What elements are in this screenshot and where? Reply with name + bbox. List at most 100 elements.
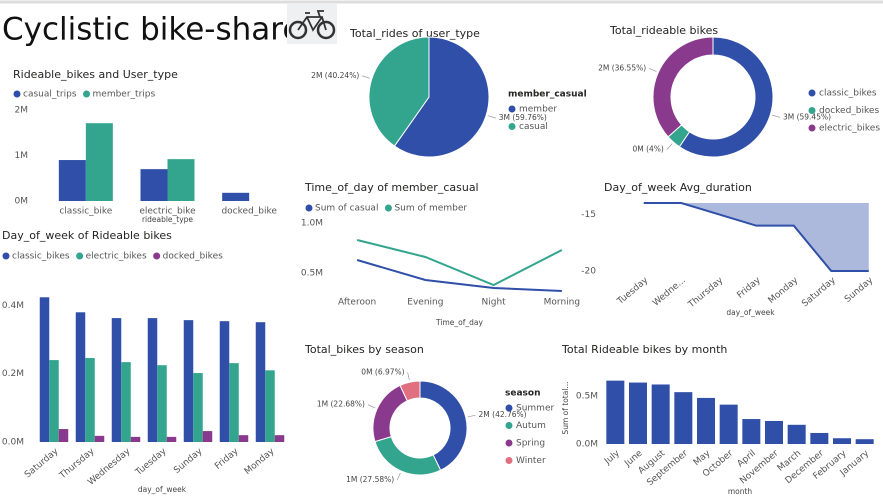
x-tick-label: Monday [243,446,277,477]
legend-label: Summer [516,404,554,414]
bar [606,380,625,444]
legend-label: Autum [516,421,546,431]
x-tick-label: Morning [544,298,580,308]
bike-icon [287,4,337,44]
x-axis-label: rideable_type [142,215,193,224]
data-label: 0M (4%) [632,145,663,154]
slice [374,436,442,476]
leader-line [362,75,370,79]
bar [787,424,806,444]
bar [219,321,230,442]
x-axis-label: day_of_week [726,308,775,317]
x-tick-label: docked_bike [221,207,277,217]
legend-label: member [519,105,557,115]
legend-label: member_trips [93,90,156,100]
x-axis-label: day_of_week [138,485,187,494]
x-tick-label: Saturday [23,446,61,480]
chart-title: Day_of_week of Rideable bikes [2,229,172,242]
x-axis-label: Time_of_day [435,318,483,327]
legend-label: Sum of member [394,204,467,214]
bar [674,392,693,444]
legend-marker [83,90,91,98]
legend-label: casual [519,122,548,132]
bar [255,322,266,442]
y-tick-label: 0.2M [2,369,24,379]
bar [49,360,59,442]
slice [419,380,468,471]
bar [121,362,131,442]
bar [58,429,69,442]
line [356,239,563,287]
dashboard-title: Cyclistic bike-share [2,12,301,48]
y-tick-label: 0.4M [2,301,24,311]
legend-marker [505,439,513,447]
data-label: 2M (42.76%) [479,410,527,419]
legend-marker [76,252,84,260]
chart-title: Rideable_bikes and User_type [13,68,178,81]
x-tick-label: Night [482,298,507,308]
legend-marker [808,107,816,114]
line [356,259,562,292]
data-label: 3M (59.45%) [783,112,831,121]
legend-marker [13,90,21,98]
x-tick-label: Tuesday [615,275,651,307]
bar [202,431,213,442]
legend-label: docked_bikes [163,252,223,262]
legend-marker [808,124,816,132]
y-tick-label: 0.0M [2,438,24,448]
bar [651,384,670,444]
chart-title: Time_of_day of member_casual [304,181,479,194]
slice [652,36,714,138]
bar [697,397,715,444]
leader-line [367,404,376,409]
legend-label: electric_bikes [86,252,147,262]
data-label: 1M (22.68%) [317,400,365,409]
bar [855,439,874,444]
bar [765,420,783,444]
legend-label: docked_bikes [819,106,879,116]
y-tick-label: 0.0M [576,440,598,450]
data-label: 2M (40.24%) [311,71,359,80]
leader-line [407,372,410,381]
x-tick-label: electric_bike [139,207,196,217]
bar [810,432,829,444]
legend-title: member_casual [508,90,587,100]
x-tick-label: Evening [407,298,443,308]
x-tick-label: Afteroon [338,298,376,308]
x-tick-label: Monday [767,275,801,306]
slice [393,36,490,158]
x-tick-label: Sunday [843,275,876,305]
y-axis-label: Sum of total... [561,381,570,434]
chart-title: Total_rides of user_type [349,27,480,40]
x-tick-label: Friday [735,275,763,301]
leader-line [467,414,476,418]
slice [399,380,421,402]
x-tick-label: Wedne... [651,276,688,309]
x-tick-label: Friday [213,446,241,472]
chart-title: Total Rideable bikes by month [561,343,727,356]
data-label: 3M (59.76%) [499,113,547,122]
leader-line [649,67,657,72]
chart-title: Day_of_week Avg_duration [604,181,752,194]
leader-line [488,115,496,119]
slice [368,36,430,147]
legend-marker [508,105,516,113]
y-tick-label: 0M [15,197,29,207]
bar [147,318,158,442]
x-tick-label: July [602,448,622,467]
bar [85,123,113,201]
legend-marker [508,123,516,130]
x-axis-label: month [728,487,753,496]
x-tick-label: Tuesday [133,446,169,478]
data-label: 2M (36.55%) [598,63,646,72]
area [643,203,869,271]
legend-label: Sum of casual [315,204,378,214]
bar [629,382,647,444]
legend-label: casual_trips [23,90,77,100]
slice [678,36,774,158]
bar [39,297,50,442]
y-tick-label: 1.0M [301,219,323,229]
x-tick-label: classic_bike [59,207,112,217]
bar [222,192,250,201]
